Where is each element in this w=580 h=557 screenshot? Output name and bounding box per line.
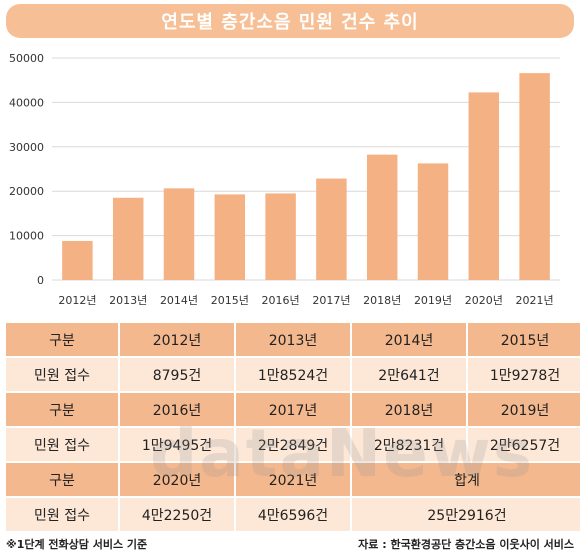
table-cell: 1만9495건: [120, 428, 234, 461]
y-tick-label: 0: [37, 274, 44, 287]
table-cell: 2만8231건: [352, 428, 466, 461]
y-tick-label: 30000: [9, 141, 44, 154]
bar-2019년: [417, 163, 449, 280]
table-cell: 8795건: [120, 358, 234, 391]
table-cell: 2012년: [120, 323, 234, 356]
table-cell: 2018년: [352, 393, 466, 426]
table-cell: 2만6257건: [468, 428, 580, 461]
x-tick-label: 2014년: [160, 294, 198, 307]
y-tick-label: 20000: [9, 185, 44, 198]
table-cell: 2021년: [236, 463, 350, 496]
bar-2017년: [316, 178, 347, 280]
row-header-cell: 민원 접수: [6, 358, 118, 391]
complaint-table: 구분 2012년 2013년 2014년 2015년 민원 접수 8795건 1만8524건 2…: [4, 321, 580, 533]
row-header-cell: 구분: [6, 463, 118, 496]
table-cell: 2만641건: [352, 358, 466, 391]
table-row: 구분 2016년 2017년 2018년 2019년: [6, 393, 580, 426]
y-tick-label: 40000: [9, 96, 44, 109]
table-cell: 1만8524건: [236, 358, 350, 391]
table-row: 민원 접수 4만2250건 4만6596건 25만2916건: [6, 498, 580, 531]
title-banner: 연도별 층간소음 민원 건수 추이: [6, 4, 574, 38]
x-tick-label: 2015년: [211, 294, 249, 307]
table-cell: 2014년: [352, 323, 466, 356]
x-tick-label: 2019년: [414, 294, 452, 307]
x-tick-label: 2013년: [109, 294, 147, 307]
row-header-cell: 민원 접수: [6, 498, 118, 531]
table-cell: 합계: [352, 463, 580, 496]
table-row: 민원 접수 1만9495건 2만2849건 2만8231건 2만6257건: [6, 428, 580, 461]
x-tick-label: 2021년: [516, 294, 554, 307]
table-cell: 4만2250건: [120, 498, 234, 531]
x-tick-label: 2016년: [262, 294, 300, 307]
bar-2021년: [519, 73, 550, 280]
row-header-cell: 구분: [6, 323, 118, 356]
bar-2015년: [214, 194, 246, 280]
x-tick-label: 2018년: [363, 294, 401, 307]
y-tick-label: 50000: [9, 52, 44, 65]
table-cell: 2017년: [236, 393, 350, 426]
bar-2016년: [265, 193, 296, 280]
y-tick-label: 10000: [9, 230, 44, 243]
table-cell: 2019년: [468, 393, 580, 426]
bar-2018년: [366, 154, 398, 280]
table-cell: 25만2916건: [352, 498, 580, 531]
source-note: 자료 : 한국환경공단 층간소음 이웃사이 서비스: [358, 538, 574, 551]
x-tick-label: 2017년: [312, 294, 350, 307]
watermark: dataNews: [150, 415, 535, 492]
table-row: 구분 2012년 2013년 2014년 2015년: [6, 323, 580, 356]
bar-2012년: [62, 240, 93, 280]
bar-2014년: [163, 188, 195, 280]
table-cell: 2015년: [468, 323, 580, 356]
footnote: ※1단계 전화상담 서비스 기준: [6, 538, 148, 551]
x-tick-label: 2020년: [465, 294, 503, 307]
table-cell: 1만9278건: [468, 358, 580, 391]
row-header-cell: 구분: [6, 393, 118, 426]
table-cell: 2만2849건: [236, 428, 350, 461]
bar-chart: 0 10000 20000 30000 40000 50000 2012년 2013년 2014…: [9, 52, 560, 307]
bar-2013년: [112, 197, 144, 280]
chart-title: 연도별 층간소음 민원 건수 추이: [161, 12, 419, 33]
table-row: 민원 접수 8795건 1만8524건 2만641건 1만9278건: [6, 358, 580, 391]
table-row: 구분 2020년 2021년 합계: [6, 463, 580, 496]
bar-2020년: [468, 92, 500, 280]
row-header-cell: 민원 접수: [6, 428, 118, 461]
table-cell: 2016년: [120, 393, 234, 426]
table-cell: 2013년: [236, 323, 350, 356]
x-tick-label: 2012년: [58, 294, 96, 307]
table-cell: 2020년: [120, 463, 234, 496]
table-cell: 4만6596건: [236, 498, 350, 531]
